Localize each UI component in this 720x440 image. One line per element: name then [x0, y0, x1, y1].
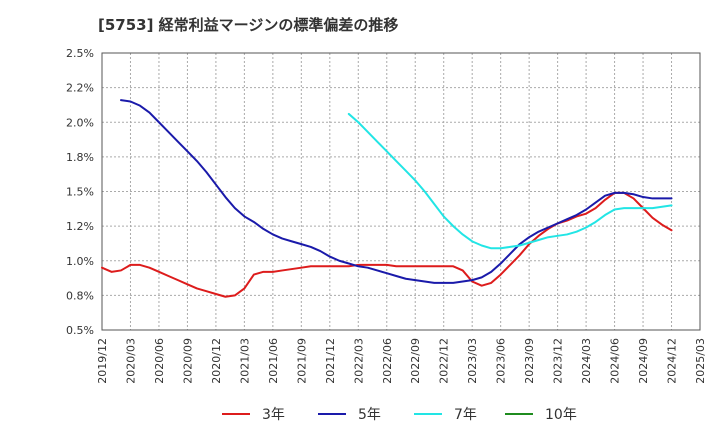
y-tick-label: 2.5% — [66, 47, 94, 60]
y-tick-label: 0.8% — [66, 289, 94, 302]
x-tick-label: 2024/03 — [580, 338, 593, 384]
x-tick-label: 2019/12 — [96, 338, 109, 384]
y-tick-label: 2.0% — [66, 116, 94, 129]
x-tick-label: 2020/03 — [124, 338, 137, 384]
y-tick-label: 1.5% — [66, 186, 94, 199]
series-line-2 — [347, 112, 673, 250]
x-tick-label: 2022/09 — [409, 338, 422, 384]
series-layer — [101, 99, 673, 298]
x-tick-label: 2021/06 — [267, 338, 280, 384]
legend-label-0: 3年 — [262, 407, 285, 423]
y-tick-label: 1.0% — [66, 255, 94, 268]
x-tick-label: 2023/03 — [466, 338, 479, 384]
y-tick-label: 2.2% — [66, 82, 94, 95]
grid-layer — [102, 53, 700, 330]
x-tick-label: 2023/09 — [523, 338, 536, 384]
x-tick-label: 2020/06 — [153, 338, 166, 384]
x-tick-label: 2021/03 — [238, 338, 251, 384]
legend-label-1: 5年 — [358, 407, 381, 423]
x-tick-label: 2024/09 — [637, 338, 650, 384]
legend-label-3: 10年 — [545, 407, 577, 423]
x-tick-label: 2022/03 — [352, 338, 365, 384]
series-line-1 — [119, 99, 673, 284]
y-tick-label: 1.2% — [66, 220, 94, 233]
x-tick-label: 2022/12 — [438, 338, 451, 384]
x-tick-label: 2025/03 — [694, 338, 707, 384]
x-tick-label: 2021/12 — [324, 338, 337, 384]
axis-layer: 0.5% 0.8% 1.0% 1.2% 1.5% 1.8% 2.0% 2.2% 2.5% 2019… — [66, 47, 707, 384]
x-tick-label: 2021/09 — [295, 338, 308, 384]
x-tick-label: 2024/06 — [609, 338, 622, 384]
legend-label-2: 7年 — [454, 407, 477, 423]
y-tick-label: 1.8% — [66, 151, 94, 164]
chart-title: [5753] 経常利益マージンの標準偏差の推移 — [98, 16, 399, 34]
y-tick-label: 0.5% — [66, 324, 94, 337]
x-tick-label: 2023/12 — [552, 338, 565, 384]
x-tick-label: 2023/06 — [495, 338, 508, 384]
legend: 3年 5年 7年 10年 — [222, 407, 577, 423]
series-line-0 — [101, 191, 673, 298]
x-tick-label: 2022/06 — [381, 338, 394, 384]
x-tick-label: 2024/12 — [666, 338, 679, 384]
x-tick-label: 2020/09 — [181, 338, 194, 384]
x-tick-label: 2020/12 — [210, 338, 223, 384]
plot-frame — [101, 52, 701, 331]
